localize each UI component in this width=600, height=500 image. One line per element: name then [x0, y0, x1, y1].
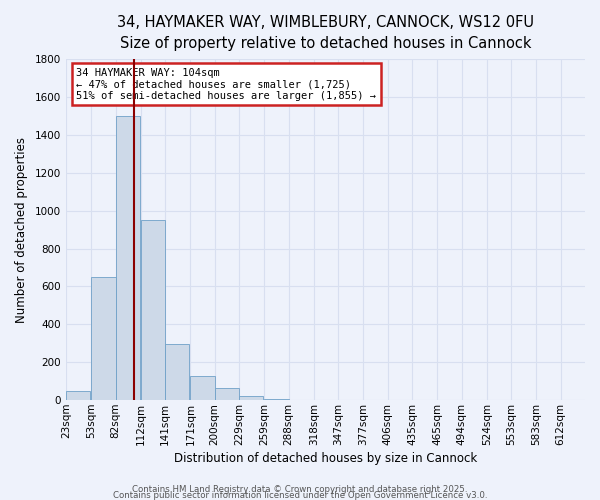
Bar	[141, 220, 165, 400]
Bar	[264, 399, 289, 400]
X-axis label: Distribution of detached houses by size in Cannock: Distribution of detached houses by size …	[174, 452, 477, 465]
Bar	[116, 116, 140, 400]
Bar	[91, 277, 116, 400]
Bar	[239, 396, 263, 400]
Bar	[190, 376, 215, 400]
Bar	[66, 390, 91, 400]
Text: 34 HAYMAKER WAY: 104sqm
← 47% of detached houses are smaller (1,725)
51% of semi: 34 HAYMAKER WAY: 104sqm ← 47% of detache…	[76, 68, 376, 101]
Title: 34, HAYMAKER WAY, WIMBLEBURY, CANNOCK, WS12 0FU
Size of property relative to det: 34, HAYMAKER WAY, WIMBLEBURY, CANNOCK, W…	[117, 15, 534, 51]
Bar	[165, 344, 190, 400]
Bar	[215, 388, 239, 400]
Text: Contains HM Land Registry data © Crown copyright and database right 2025.: Contains HM Land Registry data © Crown c…	[132, 485, 468, 494]
Y-axis label: Number of detached properties: Number of detached properties	[15, 136, 28, 322]
Text: Contains public sector information licensed under the Open Government Licence v3: Contains public sector information licen…	[113, 490, 487, 500]
